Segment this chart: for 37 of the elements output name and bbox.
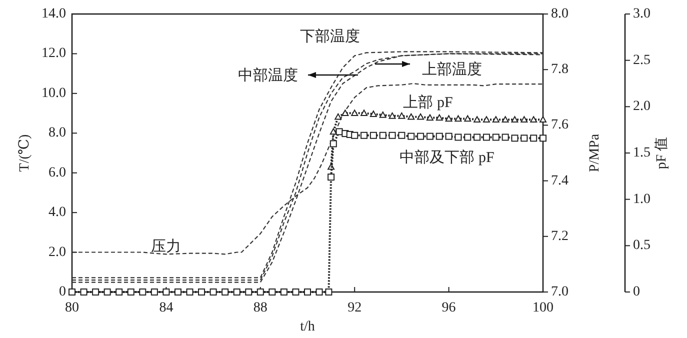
y2-axis-title: P/MPa bbox=[588, 133, 602, 172]
x-tick-label: 88 bbox=[253, 300, 268, 316]
text: 中部温度 bbox=[238, 67, 298, 84]
y3-tick-label: 2.0 bbox=[633, 99, 650, 114]
series-label: 下部温度 bbox=[300, 28, 360, 45]
series-label: 中部及下部 pF bbox=[400, 149, 494, 166]
series-label: 上部温度 bbox=[422, 61, 482, 78]
y3-axis-title: pF 值 bbox=[654, 136, 670, 170]
y3-tick-label: 0.5 bbox=[633, 238, 650, 254]
y2-tick-label: 7.8 bbox=[551, 62, 568, 78]
series-label: 上部 pF bbox=[403, 94, 453, 111]
x-axis-title: t/h bbox=[300, 320, 315, 334]
y3-tick-label: 2.5 bbox=[633, 52, 650, 68]
x-tick-label: 96 bbox=[442, 300, 456, 316]
y2-tick-label: 7.2 bbox=[551, 228, 568, 244]
x-tick-label: 84 bbox=[159, 300, 174, 316]
y3-tick-label: 0 bbox=[633, 284, 640, 300]
x-tick-label: 100 bbox=[532, 300, 554, 316]
y3-tick-label: 3.0 bbox=[633, 6, 650, 22]
x-tick-label: 80 bbox=[65, 300, 79, 316]
y-tick-label: 6.0 bbox=[48, 165, 66, 180]
y-tick-label: 0 bbox=[59, 284, 66, 300]
y2-tick-label: 7.4 bbox=[551, 173, 568, 188]
y3-tick-label: 1.0 bbox=[633, 192, 650, 207]
y-tick-label: 14.0 bbox=[42, 6, 66, 22]
y2-tick-label: 7.0 bbox=[551, 284, 568, 300]
y-tick-label: 4.0 bbox=[48, 205, 66, 220]
y-tick-label: 12.0 bbox=[42, 46, 66, 62]
y-tick-label: 10.0 bbox=[42, 86, 66, 101]
y-tick-label: 8.0 bbox=[48, 126, 66, 141]
y2-tick-label: 7.6 bbox=[551, 118, 568, 133]
y-axis-title: T/(℃) bbox=[18, 134, 32, 172]
x-tick-label: 92 bbox=[348, 300, 362, 316]
series-label: 压力 bbox=[151, 238, 181, 255]
y-tick-label: 2.0 bbox=[48, 244, 66, 260]
y2-tick-label: 8.0 bbox=[551, 6, 568, 22]
y3-tick-label: 1.5 bbox=[633, 146, 650, 160]
